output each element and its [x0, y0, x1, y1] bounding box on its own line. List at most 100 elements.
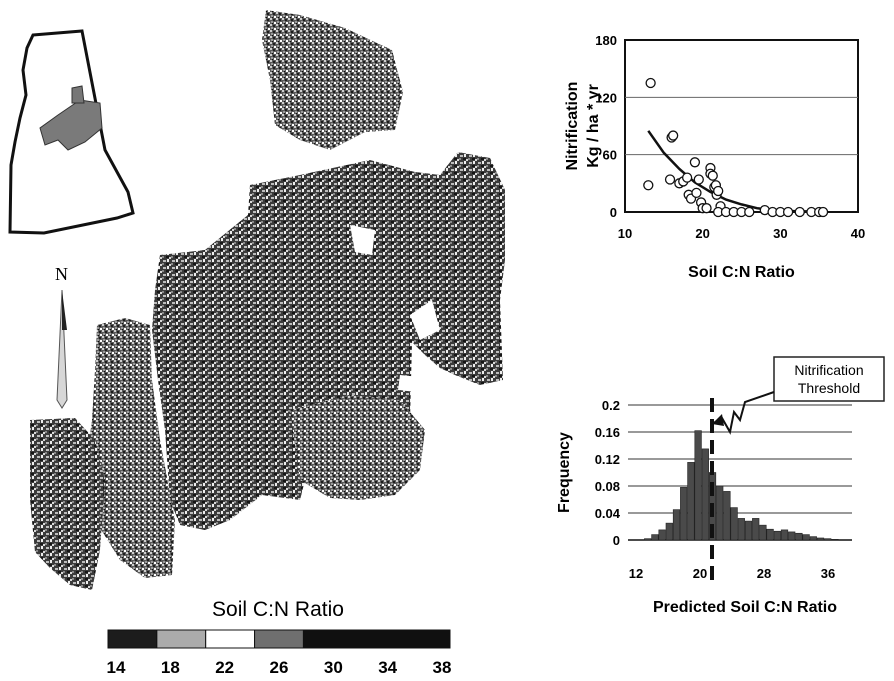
scatter-y-tick: 120 [595, 90, 617, 105]
histogram-bar [773, 530, 781, 541]
histogram-bar [701, 448, 709, 541]
map-region-southwest [30, 418, 105, 590]
scatter-point [689, 157, 701, 168]
cn-frequency-histogram: 00.040.080.120.160.2 12 20 28 36 Frequency … [556, 398, 852, 616]
histogram-x-tick: 28 [757, 566, 771, 581]
north-label: N [55, 264, 68, 284]
map-region-north [262, 10, 403, 150]
legend-tick-label: 22 [215, 658, 234, 677]
histogram-y-tick: 0.12 [595, 452, 620, 467]
legend-tick-label: 34 [378, 658, 397, 677]
histogram-x-ticks: 12 20 28 36 [629, 566, 835, 581]
legend-tick-label: 18 [161, 658, 180, 677]
map-region-central [152, 152, 505, 530]
histogram-bar [651, 534, 659, 541]
callout-line1: Nitrification [794, 362, 863, 378]
north-arrow: N [55, 264, 68, 409]
histogram-ylabel: Frequency [556, 432, 573, 513]
histogram-x-tick: 36 [821, 566, 835, 581]
legend-tick-label: 38 [433, 658, 452, 677]
legend-swatch [400, 629, 451, 649]
scatter-point [782, 206, 794, 218]
scatter-ylabel-line1: Nitrification [564, 82, 581, 171]
cn-color-legend [107, 629, 451, 649]
histogram-y-tick: 0.04 [595, 506, 621, 521]
scatter-point [691, 187, 702, 199]
histogram-bar [816, 537, 825, 541]
histogram-bar [687, 462, 695, 541]
scatter-x-tick: 10 [618, 226, 632, 241]
scatter-point [645, 77, 656, 89]
lake-2 [398, 375, 450, 395]
histogram-bar [809, 536, 817, 541]
scatter-y-tick: 0 [610, 205, 617, 220]
callout-box [773, 356, 885, 402]
legend-tick-label: 14 [107, 658, 126, 677]
callout-line2: Threshold [798, 380, 860, 396]
scatter-plot-area [624, 39, 859, 213]
histogram-bar [759, 524, 767, 541]
histogram-bar [644, 538, 652, 541]
scatter-point [643, 180, 654, 191]
scatter-ylabel-line2: Kg / ha * yr [585, 84, 602, 168]
histogram-y-tick: 0 [613, 533, 620, 548]
histogram-bar [831, 539, 839, 541]
histogram-bar [766, 528, 774, 541]
study-area-inset [39, 99, 103, 151]
histogram-bar [694, 430, 702, 541]
cn-legend-ticks: 14 18 22 26 30 34 38 [107, 658, 452, 677]
legend-tick-label: 30 [324, 658, 343, 677]
histogram-bar [680, 487, 688, 541]
scatter-x-tick: 20 [695, 226, 709, 241]
histogram-bar [658, 529, 666, 541]
scatter-y-tick: 60 [603, 148, 617, 163]
lake-1 [350, 225, 375, 255]
histogram-bar [730, 507, 738, 541]
histogram-plot-area [628, 405, 852, 540]
lake-3 [410, 300, 440, 340]
histogram-y-tick: 0.08 [595, 479, 620, 494]
histogram-x-tick: 12 [629, 566, 643, 581]
histogram-bar [723, 491, 731, 541]
scatter-gridlines [625, 96, 858, 156]
map-region-west [85, 318, 175, 578]
histogram-x-tick: 20 [693, 566, 707, 581]
scatter-x-tick: 30 [773, 226, 787, 241]
histogram-bar [752, 518, 760, 541]
scatter-points [643, 77, 829, 218]
histogram-bar [744, 520, 753, 541]
legend-tick-label: 26 [270, 658, 289, 677]
histogram-y-tick: 0.16 [595, 425, 620, 440]
scatter-x-ticks: 10 20 30 40 [618, 226, 865, 241]
histogram-bar [802, 534, 810, 541]
scatter-x-tick: 40 [851, 226, 865, 241]
histogram-bar [716, 485, 724, 541]
scatter-point [664, 174, 676, 185]
study-area-inset-north [71, 85, 85, 104]
scatter-point [668, 130, 679, 141]
histogram-bar [788, 531, 796, 541]
histogram-bar [737, 518, 745, 541]
nitrification-scatter-chart: 0 60 120 180 10 20 30 40 Nitrification Kg / ha… [564, 33, 865, 281]
map-region-south [290, 395, 425, 500]
histogram-bar [824, 538, 832, 541]
scatter-y-ticks: 0 60 120 180 [595, 33, 617, 220]
scatter-point [817, 206, 829, 218]
scatter-point [701, 203, 712, 214]
histogram-bars [644, 430, 839, 541]
scatter-point [744, 206, 755, 218]
histogram-bar [665, 522, 673, 541]
scatter-point [681, 172, 693, 183]
histogram-bar [795, 532, 803, 541]
soil-cn-raster [30, 10, 505, 590]
histogram-bar [780, 529, 789, 541]
histogram-xlabel: Predicted Soil C:N Ratio [653, 599, 837, 616]
threshold-callout: Nitrification Threshold [711, 356, 885, 435]
scatter-xlabel: Soil C:N Ratio [688, 264, 795, 281]
legend-title: Soil C:N Ratio [212, 598, 344, 621]
histogram-y-tick: 0.2 [602, 398, 620, 413]
scatter-point [794, 206, 805, 218]
scatter-point [707, 170, 718, 181]
scatter-point [693, 174, 704, 185]
